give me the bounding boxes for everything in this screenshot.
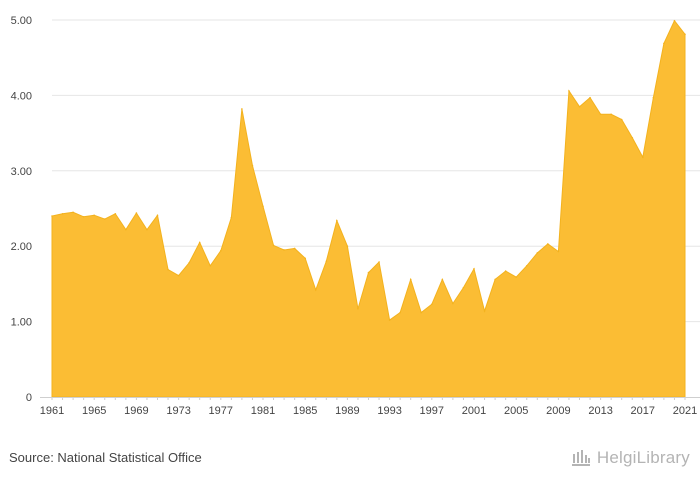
- x-tick-label: 2001: [462, 405, 486, 417]
- x-tick-labels: 1961 1965 1969 1973 1977 1981 1985 1989 1993 1997…: [40, 405, 697, 417]
- x-tick-label: 2013: [588, 405, 612, 417]
- data-point: [578, 105, 581, 108]
- data-point: [230, 216, 233, 219]
- data-point: [589, 96, 591, 99]
- x-tick-label: 1981: [251, 405, 275, 417]
- x-tick-label: 1965: [82, 405, 106, 417]
- x-axis: [40, 397, 700, 400]
- brand-logo: HelgiLibrary: [571, 447, 690, 469]
- data-point: [103, 218, 106, 220]
- data-point: [388, 319, 391, 321]
- data-point: [473, 268, 475, 270]
- brand-name: HelgiLibrary: [596, 448, 690, 467]
- data-point: [652, 96, 655, 99]
- x-tick-label: 1997: [420, 405, 444, 417]
- data-point: [536, 252, 539, 254]
- data-point: [209, 265, 212, 267]
- x-tick-label: 2009: [546, 405, 570, 417]
- data-point: [515, 276, 517, 278]
- data-point: [262, 205, 264, 208]
- data-point: [283, 249, 285, 251]
- source-note: Source: National Statistical Office: [9, 450, 202, 465]
- data-point: [620, 118, 623, 121]
- x-tick-label: 1961: [40, 405, 64, 417]
- data-point: [72, 211, 74, 214]
- y-tick-label: 3.00: [11, 166, 32, 178]
- data-point: [61, 212, 64, 215]
- data-point: [610, 113, 612, 116]
- data-point: [547, 243, 549, 245]
- data-point: [357, 307, 359, 310]
- y-tick-label: 1.00: [11, 317, 32, 329]
- data-point: [452, 302, 454, 305]
- data-point: [188, 261, 190, 264]
- data-point: [51, 215, 53, 217]
- data-point: [367, 271, 370, 274]
- data-point: [420, 311, 423, 314]
- data-point: [198, 241, 201, 244]
- data-point: [441, 278, 444, 281]
- data-point: [504, 270, 507, 272]
- x-tick-label: 2017: [631, 405, 655, 417]
- data-point: [304, 257, 307, 260]
- data-point: [673, 19, 676, 22]
- data-point: [156, 214, 159, 217]
- data-point: [399, 311, 401, 314]
- data-point: [483, 310, 486, 312]
- y-tick-label: 5.00: [11, 15, 32, 27]
- data-point: [431, 303, 433, 306]
- data-point: [409, 278, 412, 281]
- y-tick-label: 4.00: [11, 90, 32, 102]
- data-point: [631, 136, 634, 139]
- data-point: [93, 214, 95, 217]
- data-point: [293, 247, 296, 250]
- area-fill: [51, 19, 686, 398]
- data-point: [241, 108, 243, 110]
- data-point: [599, 113, 602, 116]
- data-point: [494, 278, 496, 281]
- data-point: [462, 286, 465, 289]
- x-tick-label: 1989: [335, 405, 359, 417]
- x-tick-label: 2005: [504, 405, 528, 417]
- x-tick-label: 1977: [209, 405, 233, 417]
- x-tick-label: 1969: [124, 405, 148, 417]
- data-point: [642, 156, 644, 159]
- x-tick-label: 1973: [166, 405, 190, 417]
- data-point: [125, 228, 127, 231]
- y-tick-label: 0: [26, 392, 32, 404]
- data-point: [146, 228, 148, 231]
- data-point: [220, 249, 222, 252]
- data-point: [336, 219, 338, 222]
- data-point: [114, 212, 117, 215]
- data-point: [167, 268, 169, 271]
- data-point: [135, 212, 138, 214]
- x-tick-label: 1985: [293, 405, 317, 417]
- data-point: [378, 261, 380, 263]
- y-axis: 0 1.00 2.00 3.00 4.00 5.00: [11, 15, 32, 404]
- x-tick-label: 2021: [673, 405, 697, 417]
- data-point: [663, 42, 665, 45]
- x-tick-label: 1993: [377, 405, 401, 417]
- data-point: [568, 90, 570, 92]
- data-point: [272, 244, 275, 247]
- data-point: [346, 245, 349, 247]
- data-point: [251, 164, 254, 167]
- area-series: [51, 19, 686, 398]
- library-building-icon: [571, 450, 590, 466]
- data-point: [684, 33, 686, 36]
- data-point: [557, 250, 560, 253]
- data-point: [314, 289, 317, 291]
- data-point: [177, 274, 180, 277]
- y-tick-label: 2.00: [11, 241, 32, 253]
- data-point: [82, 215, 85, 218]
- data-point: [325, 260, 328, 263]
- data-point: [525, 265, 528, 267]
